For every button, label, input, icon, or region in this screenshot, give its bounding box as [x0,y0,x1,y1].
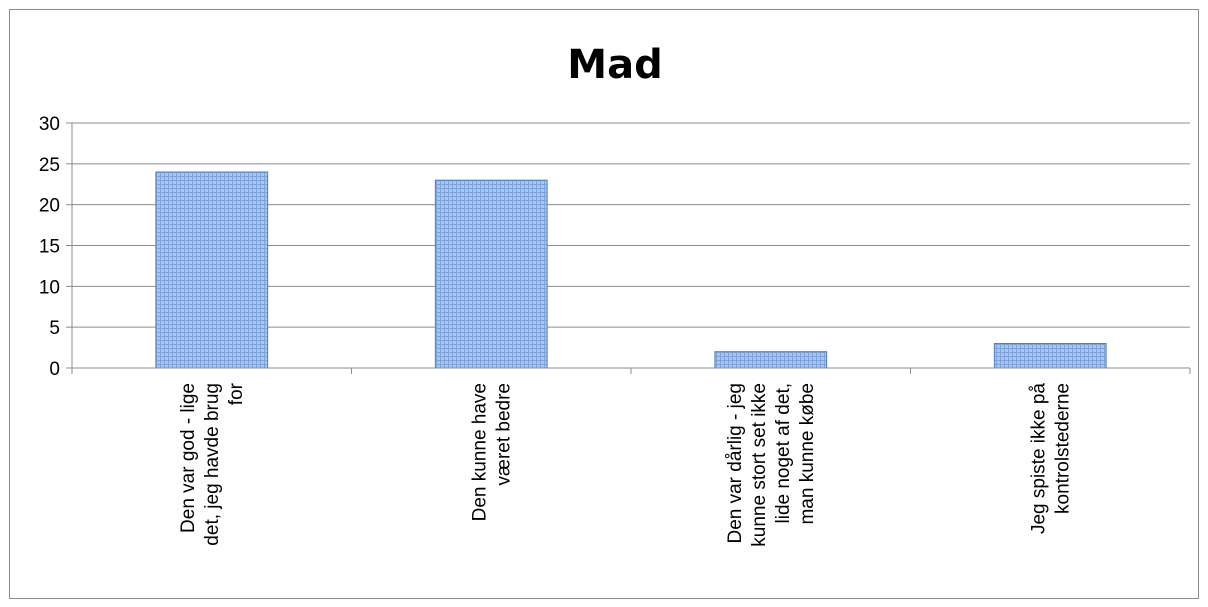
y-tick-label: 10 [39,277,60,298]
x-category-label: lide noget af det, [773,383,794,524]
y-tick-label: 25 [39,155,60,176]
y-tick-labels: 0 5 10 15 20 25 30 [39,114,60,380]
x-category-label: kunne stort set ikke [749,383,770,547]
bar [155,171,269,369]
x-category-label: Den var god - lige [178,383,199,533]
y-tick-label: 30 [39,114,60,135]
x-category-labels: Den var god - lige det, jeg havde brug for… [178,382,1074,546]
x-category-label: Jeg spiste ikke på [1028,383,1049,534]
y-tick-label: 15 [39,237,60,258]
y-tick-label: 20 [39,196,60,217]
x-category-label: for [226,382,247,405]
y-tick-label: 0 [49,359,60,380]
axes [66,122,1191,374]
bar [993,343,1107,369]
bar [434,179,548,369]
x-category-label: det, jeg havde brug [202,383,223,546]
x-category-label: Den var dårlig - jeg [725,383,746,544]
y-tick-label: 5 [49,318,60,339]
bar [714,351,828,369]
bars [155,171,1107,369]
x-category-label: man kunne købe [797,383,818,525]
x-category-label: kontrolstederne [1052,383,1073,514]
x-category-label: været bedre [493,383,514,485]
x-category-label: Den kunne have [469,383,490,521]
chart-title: Mad [567,42,662,88]
